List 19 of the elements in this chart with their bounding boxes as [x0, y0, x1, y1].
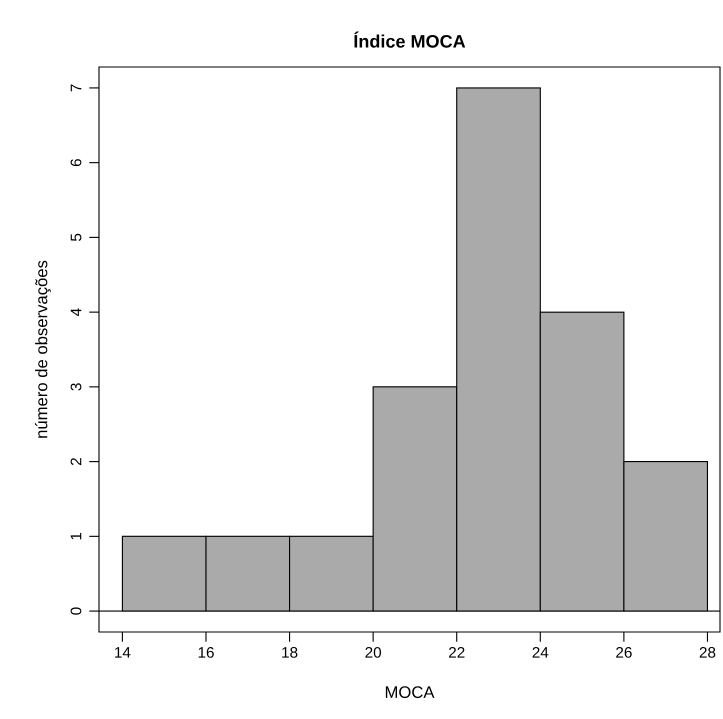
x-tick-label: 20 [365, 646, 382, 658]
x-axis-title: MOCA [386, 686, 434, 698]
y-tick-label: 3 [70, 383, 82, 391]
y-tick-label: 4 [70, 308, 82, 316]
y-tick-label: 7 [70, 84, 82, 92]
x-tick-label: 22 [448, 646, 464, 658]
x-tick-label: 24 [532, 646, 548, 658]
x-tick-label: 28 [700, 646, 716, 658]
x-tick-label: 14 [115, 647, 130, 658]
x-tick-label: 18 [282, 646, 298, 658]
y-axis-title: número de observações [34, 260, 51, 438]
y-tick-label: 5 [70, 234, 82, 242]
y-tick-label: 6 [70, 159, 82, 166]
y-tick-label: 1 [70, 532, 82, 540]
y-tick-label: 2 [70, 458, 82, 466]
x-tick-label: 26 [616, 646, 632, 658]
y-tick-label: 0 [70, 607, 82, 615]
x-tick-label: 16 [198, 646, 214, 658]
chart-title: Índice MOCA [354, 32, 466, 48]
